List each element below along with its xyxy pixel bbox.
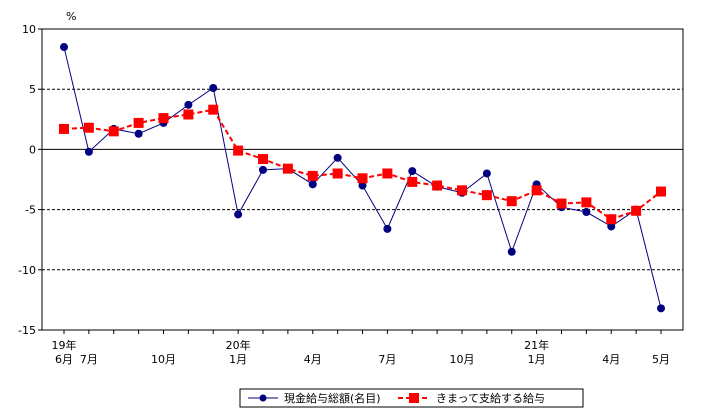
data-point xyxy=(581,197,592,208)
data-point xyxy=(481,190,492,201)
data-point xyxy=(158,113,169,124)
x-tick-year-label: 21年 xyxy=(524,338,549,352)
data-point xyxy=(83,122,94,133)
data-point xyxy=(208,104,219,115)
data-point xyxy=(233,145,244,156)
data-point xyxy=(657,304,665,313)
data-point xyxy=(358,181,367,190)
data-point xyxy=(308,180,317,189)
data-point xyxy=(432,180,443,191)
series-layer xyxy=(59,43,666,313)
data-point xyxy=(606,214,617,225)
data-point xyxy=(407,176,418,187)
legend-marker-2 xyxy=(409,393,419,403)
x-tick-month-label: 4月 xyxy=(304,353,322,366)
data-point xyxy=(531,185,542,196)
data-point xyxy=(234,210,243,219)
x-tick-year-label: 19年 xyxy=(52,338,77,352)
x-tick-month-label: 7月 xyxy=(80,353,98,366)
x-tick-month-label: 10月 xyxy=(151,353,176,366)
data-point xyxy=(333,153,342,162)
series-2 xyxy=(59,104,666,225)
data-point xyxy=(59,123,69,134)
series-line xyxy=(63,108,662,221)
x-tick-month-label: 6月 xyxy=(55,353,73,366)
data-point xyxy=(332,168,343,179)
data-point xyxy=(607,222,616,231)
y-tick-label: -15 xyxy=(18,324,36,337)
legend-label-2: きまって支給する給与 xyxy=(436,391,545,405)
data-point xyxy=(506,196,517,207)
data-point xyxy=(209,83,218,92)
data-point xyxy=(507,247,516,256)
data-point xyxy=(134,129,143,138)
x-tick-month-label: 7月 xyxy=(378,353,396,366)
data-point xyxy=(556,198,567,209)
y-axis: 10 5 0 -5 -10 -15 xyxy=(18,23,42,337)
y-tick-label: 0 xyxy=(29,143,36,156)
y-tick-label: 5 xyxy=(29,83,36,96)
grid xyxy=(42,88,683,271)
x-tick-month-label: 1月 xyxy=(528,353,546,366)
legend-marker-1 xyxy=(259,394,267,402)
data-point xyxy=(582,208,591,217)
legend-label-1: 現金給与総額(名目) xyxy=(284,391,381,405)
x-tick-month-label: 1月 xyxy=(229,353,247,366)
y-tick-label: -10 xyxy=(18,264,36,277)
data-point xyxy=(482,169,491,178)
data-point xyxy=(183,109,194,120)
data-point xyxy=(60,43,68,52)
data-point xyxy=(184,100,193,109)
unit-label: % xyxy=(66,10,76,23)
data-point xyxy=(408,167,417,176)
x-tick-month-label: 5月 xyxy=(652,353,670,366)
data-point xyxy=(457,185,467,196)
data-point xyxy=(259,165,267,174)
data-point xyxy=(84,147,93,156)
data-point xyxy=(656,186,666,197)
y-tick-label: 10 xyxy=(22,23,36,36)
data-point xyxy=(133,117,144,128)
y-tick-label: -5 xyxy=(25,204,36,217)
data-point xyxy=(383,224,392,233)
data-point xyxy=(382,168,393,179)
data-point xyxy=(282,163,293,174)
x-tick-month-label: 4月 xyxy=(602,353,620,366)
x-tick-month-label: 10月 xyxy=(450,353,475,366)
data-point xyxy=(631,205,642,216)
data-point xyxy=(357,173,368,184)
data-point xyxy=(258,154,268,165)
legend: 現金給与総額(名目) きまって支給する給与 xyxy=(239,388,584,408)
data-point xyxy=(108,126,119,137)
data-point xyxy=(307,170,318,181)
x-tick-year-label: 20年 xyxy=(226,338,251,352)
